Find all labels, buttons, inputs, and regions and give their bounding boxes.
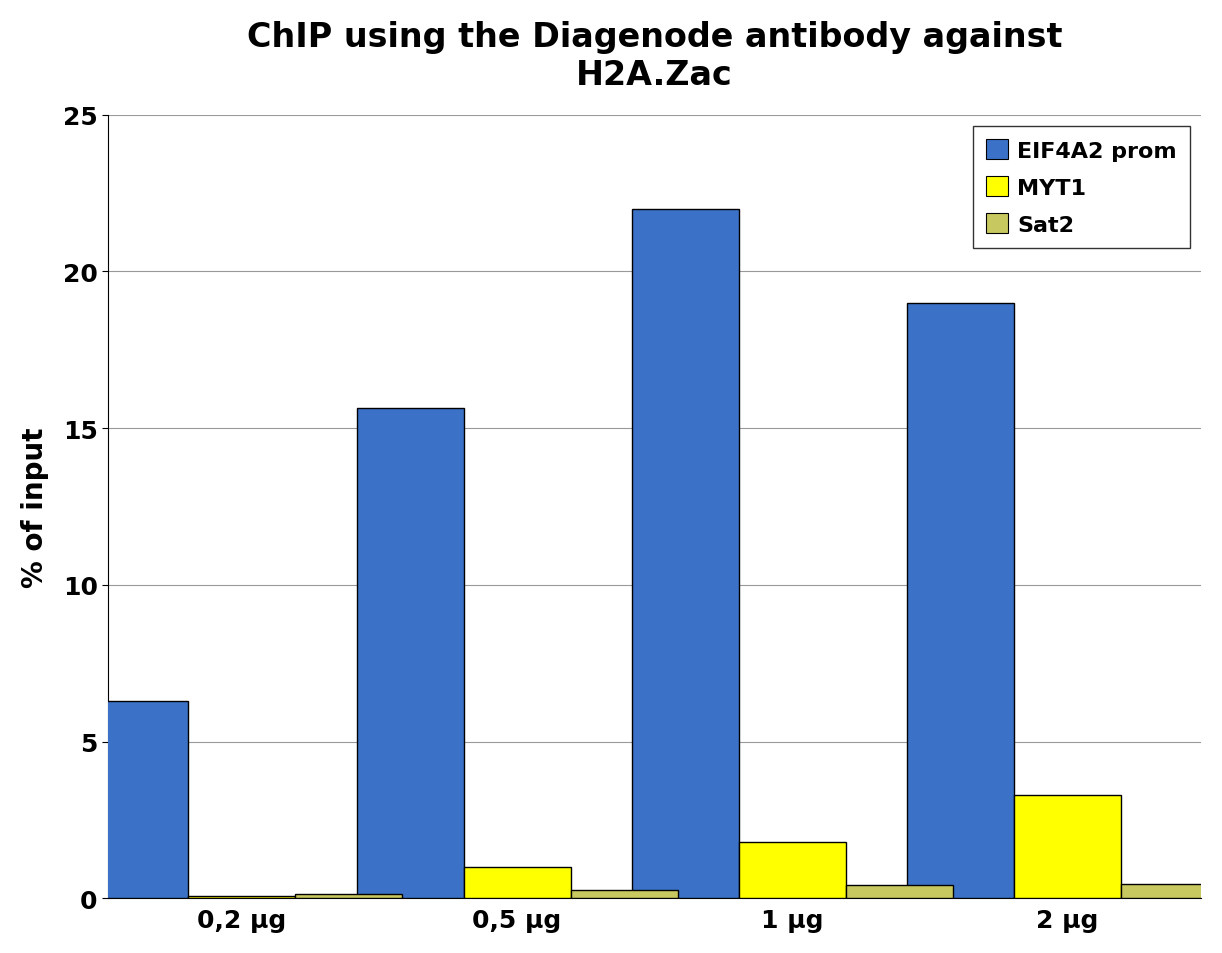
Bar [82, 701, 188, 899]
Bar [1014, 795, 1121, 899]
Bar [188, 897, 296, 899]
Bar [907, 303, 1014, 899]
Y-axis label: % of input: % of input [21, 427, 49, 587]
Bar [296, 894, 402, 899]
Bar [739, 842, 846, 899]
Bar [632, 210, 739, 899]
Bar [846, 885, 953, 899]
Legend: EIF4A2 prom, MYT1, Sat2: EIF4A2 prom, MYT1, Sat2 [973, 127, 1190, 249]
Title: ChIP using the Diagenode antibody against
H2A.Zac: ChIP using the Diagenode antibody agains… [247, 21, 1062, 91]
Bar [1121, 884, 1222, 899]
Bar [463, 867, 571, 899]
Bar [571, 890, 677, 899]
Bar [357, 408, 463, 899]
